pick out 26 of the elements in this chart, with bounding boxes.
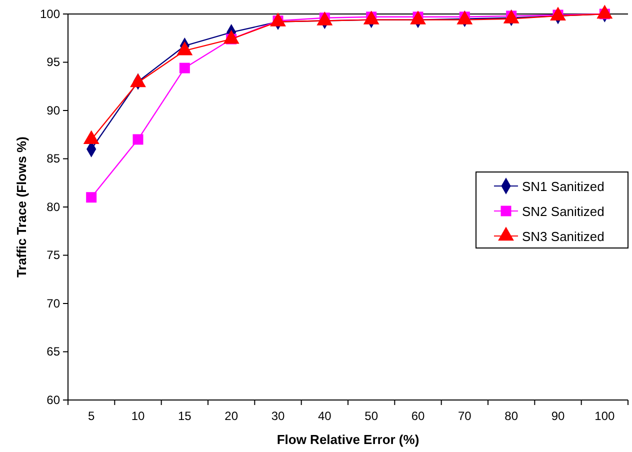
y-tick-label: 65 bbox=[46, 344, 60, 359]
y-tick-label: 75 bbox=[46, 248, 60, 262]
x-tick-label: 15 bbox=[178, 408, 192, 423]
x-axis-title: Flow Relative Error (%) bbox=[276, 432, 420, 447]
legend-label: SN1 Sanitized bbox=[522, 179, 604, 194]
y-tick-label: 100 bbox=[40, 6, 60, 21]
x-tick-label: 60 bbox=[411, 408, 425, 423]
x-tick-label: 70 bbox=[458, 408, 472, 423]
y-tick-label: 95 bbox=[46, 55, 60, 70]
y-tick-label: 85 bbox=[46, 152, 60, 166]
x-tick-label: 90 bbox=[551, 408, 565, 423]
x-tick-label: 40 bbox=[318, 408, 332, 423]
y-axis-title: Traffic Trace (Flows %) bbox=[14, 136, 29, 278]
x-tick-label: 5 bbox=[88, 408, 95, 423]
x-tick-label: 80 bbox=[504, 408, 518, 423]
x-tick-label: 20 bbox=[224, 408, 238, 423]
y-tick-label: 60 bbox=[46, 392, 60, 407]
x-tick-label: 100 bbox=[594, 408, 615, 423]
y-tick-label: 80 bbox=[46, 200, 60, 214]
legend-label: SN3 Sanitized bbox=[522, 229, 604, 244]
x-tick-label: 10 bbox=[131, 408, 145, 423]
y-tick-label: 70 bbox=[46, 296, 60, 310]
y-tick-label: 90 bbox=[46, 103, 60, 118]
x-tick-label: 30 bbox=[271, 408, 285, 423]
x-tick-label: 50 bbox=[364, 408, 378, 423]
legend-label: SN2 Sanitized bbox=[522, 204, 604, 219]
